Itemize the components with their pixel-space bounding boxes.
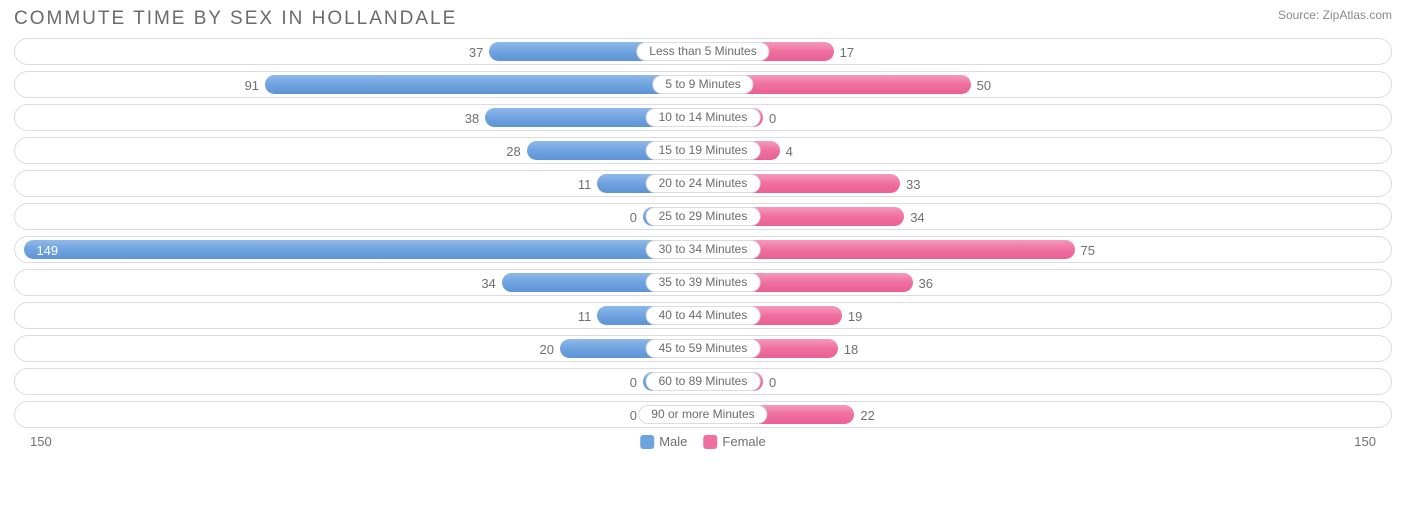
male-swatch-icon <box>640 435 654 449</box>
row-track: 28 4 15 to 19 Minutes <box>14 137 1392 164</box>
male-value: 20 <box>539 336 553 363</box>
male-value: 91 <box>245 72 259 99</box>
row-track: 0 0 60 to 89 Minutes <box>14 368 1392 395</box>
male-value: 34 <box>481 270 495 297</box>
female-value: 50 <box>977 72 991 99</box>
chart-title: COMMUTE TIME BY SEX IN HOLLANDALE <box>14 8 457 30</box>
row-track: 11 19 40 to 44 Minutes <box>14 302 1392 329</box>
female-value: 33 <box>906 171 920 198</box>
row-track: 149 75 30 to 34 Minutes <box>14 236 1392 263</box>
category-label: Less than 5 Minutes <box>636 42 769 61</box>
male-bar <box>24 240 703 259</box>
male-value: 0 <box>630 369 637 396</box>
category-label: 60 to 89 Minutes <box>646 372 761 391</box>
male-value: 149 <box>36 237 58 264</box>
legend-male-label: Male <box>659 434 687 449</box>
female-value: 22 <box>860 402 874 429</box>
female-value: 18 <box>844 336 858 363</box>
legend-item-female: Female <box>703 434 765 449</box>
male-value: 28 <box>506 138 520 165</box>
category-label: 35 to 39 Minutes <box>646 273 761 292</box>
row-track: 20 18 45 to 59 Minutes <box>14 335 1392 362</box>
male-value: 38 <box>465 105 479 132</box>
female-value: 17 <box>840 39 854 66</box>
row-track: 38 0 10 to 14 Minutes <box>14 104 1392 131</box>
legend-item-male: Male <box>640 434 687 449</box>
category-label: 40 to 44 Minutes <box>646 306 761 325</box>
male-value: 37 <box>469 39 483 66</box>
male-value: 0 <box>630 204 637 231</box>
category-label: 15 to 19 Minutes <box>646 141 761 160</box>
male-bar <box>265 75 703 94</box>
row-track: 91 50 5 to 9 Minutes <box>14 71 1392 98</box>
chart-area: 37 17 Less than 5 Minutes 91 50 5 to 9 Minute… <box>0 34 1406 428</box>
male-value: 11 <box>578 303 592 330</box>
male-value: 11 <box>578 171 592 198</box>
source-attribution: Source: ZipAtlas.com <box>1278 8 1392 22</box>
header: COMMUTE TIME BY SEX IN HOLLANDALE Source… <box>0 0 1406 34</box>
row-track: 37 17 Less than 5 Minutes <box>14 38 1392 65</box>
category-label: 30 to 34 Minutes <box>646 240 761 259</box>
female-value: 34 <box>910 204 924 231</box>
row-track: 34 36 35 to 39 Minutes <box>14 269 1392 296</box>
row-track: 0 22 90 or more Minutes <box>14 401 1392 428</box>
female-value: 75 <box>1081 237 1095 264</box>
axis-max-right: 150 <box>1354 434 1376 449</box>
female-value: 0 <box>769 369 776 396</box>
category-label: 90 or more Minutes <box>638 405 767 424</box>
row-track: 0 34 25 to 29 Minutes <box>14 203 1392 230</box>
female-value: 0 <box>769 105 776 132</box>
axis-max-left: 150 <box>30 434 52 449</box>
chart-footer: 150 Male Female 150 <box>0 434 1406 460</box>
row-track: 11 33 20 to 24 Minutes <box>14 170 1392 197</box>
male-value: 0 <box>630 402 637 429</box>
female-value: 36 <box>919 270 933 297</box>
category-label: 10 to 14 Minutes <box>646 108 761 127</box>
legend: Male Female <box>640 434 766 449</box>
female-value: 19 <box>848 303 862 330</box>
category-label: 45 to 59 Minutes <box>646 339 761 358</box>
category-label: 25 to 29 Minutes <box>646 207 761 226</box>
legend-female-label: Female <box>722 434 765 449</box>
category-label: 5 to 9 Minutes <box>652 75 753 94</box>
female-swatch-icon <box>703 435 717 449</box>
category-label: 20 to 24 Minutes <box>646 174 761 193</box>
female-value: 4 <box>786 138 793 165</box>
